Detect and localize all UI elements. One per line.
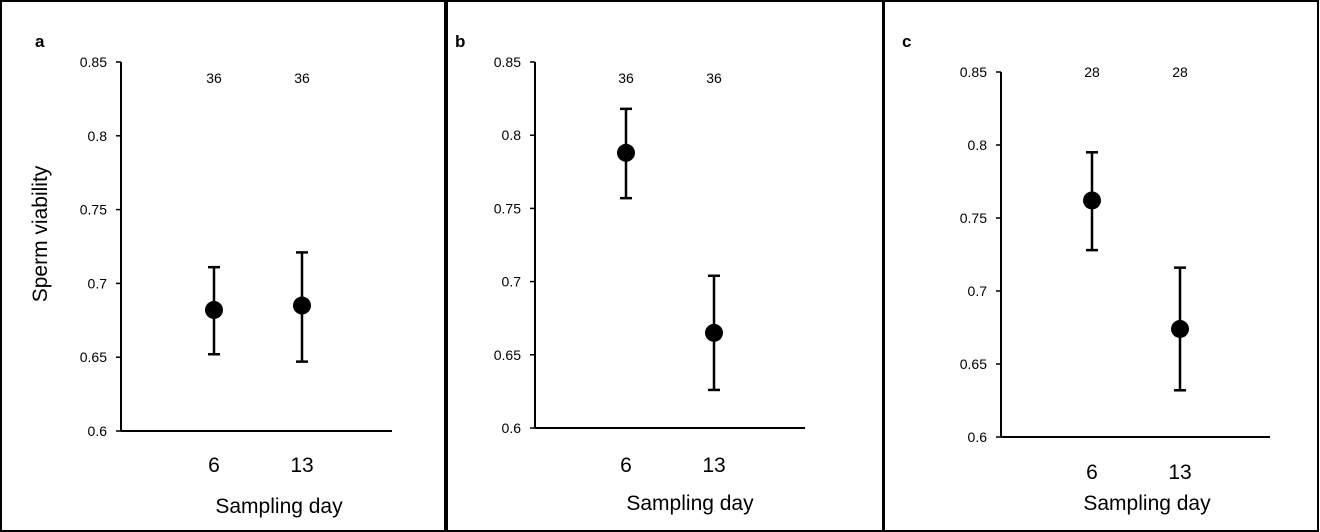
panel-a-y-tick-label: 0.65 — [80, 349, 107, 365]
panel-b-x-tick-label: 6 — [620, 454, 632, 477]
panel-a-x-tick-label: 13 — [290, 454, 313, 477]
panel-c-frame — [884, 1, 1318, 531]
panel-a-y-tick-label: 0.75 — [80, 202, 107, 218]
panel-b-y-tick-label: 0.85 — [494, 54, 521, 70]
panel-a-data-point — [293, 297, 311, 315]
panel-a-y-tick-label: 0.85 — [80, 54, 107, 70]
panel-c-data-point — [1083, 191, 1101, 209]
panel-c-n-label: 28 — [1172, 64, 1188, 80]
panel-a-y-tick-label: 0.8 — [88, 128, 108, 144]
panel-c-data-point — [1171, 320, 1189, 338]
panel-c-y-tick-label: 0.75 — [960, 210, 987, 226]
panel-a-n-label: 36 — [206, 70, 222, 86]
panel-b-n-label: 36 — [618, 70, 634, 86]
panel-b-y-tick-label: 0.8 — [502, 127, 522, 143]
panel-b-n-label: 36 — [706, 70, 722, 86]
panel-c-y-tick-label: 0.7 — [968, 283, 988, 299]
panel-a-frame — [1, 1, 445, 531]
panel-a-n-label: 36 — [294, 70, 310, 86]
panel-c-n-label: 28 — [1084, 64, 1100, 80]
panel-b-y-tick-label: 0.7 — [502, 274, 522, 290]
panel-b-y-tick-label: 0.75 — [494, 200, 521, 216]
panel-c-y-tick-label: 0.8 — [968, 137, 988, 153]
panel-a-x-axis-title: Sampling day — [215, 495, 343, 518]
panel-c-label: c — [902, 32, 911, 51]
panel-b: b Sampling day — [455, 32, 754, 515]
panel-b-x-axis-title: Sampling day — [626, 492, 754, 515]
panel-c-x-tick-label: 6 — [1086, 461, 1098, 484]
panel-c-y-tick-label: 0.85 — [960, 64, 987, 80]
panel-a-x-tick-label: 6 — [208, 454, 220, 477]
panel-b-y-tick-label: 0.65 — [494, 347, 521, 363]
panel-b-label: b — [455, 32, 465, 51]
panel-c: c Sampling day — [902, 32, 1211, 515]
panel-c-x-axis-title: Sampling day — [1083, 492, 1211, 515]
panel-a-label: a — [35, 32, 45, 51]
panel-c-x-tick-label: 13 — [1168, 461, 1191, 484]
panel-c-y-tick-label: 0.6 — [968, 429, 988, 445]
panel-a-y-tick-label: 0.7 — [88, 275, 108, 291]
panel-c-y-tick-label: 0.65 — [960, 356, 987, 372]
panel-b-frame — [447, 1, 883, 531]
panel-b-y-tick-label: 0.6 — [502, 420, 522, 436]
panel-a: a Sperm viability Sampling day — [29, 32, 343, 518]
panel-a-y-tick-label: 0.6 — [88, 423, 108, 439]
panel-b-x-tick-label: 13 — [702, 454, 725, 477]
panel-a-y-axis-title: Sperm viability — [29, 165, 52, 302]
panel-a-data-point — [205, 301, 223, 319]
panel-b-data-point — [617, 144, 635, 162]
panel-b-data-point — [705, 324, 723, 342]
